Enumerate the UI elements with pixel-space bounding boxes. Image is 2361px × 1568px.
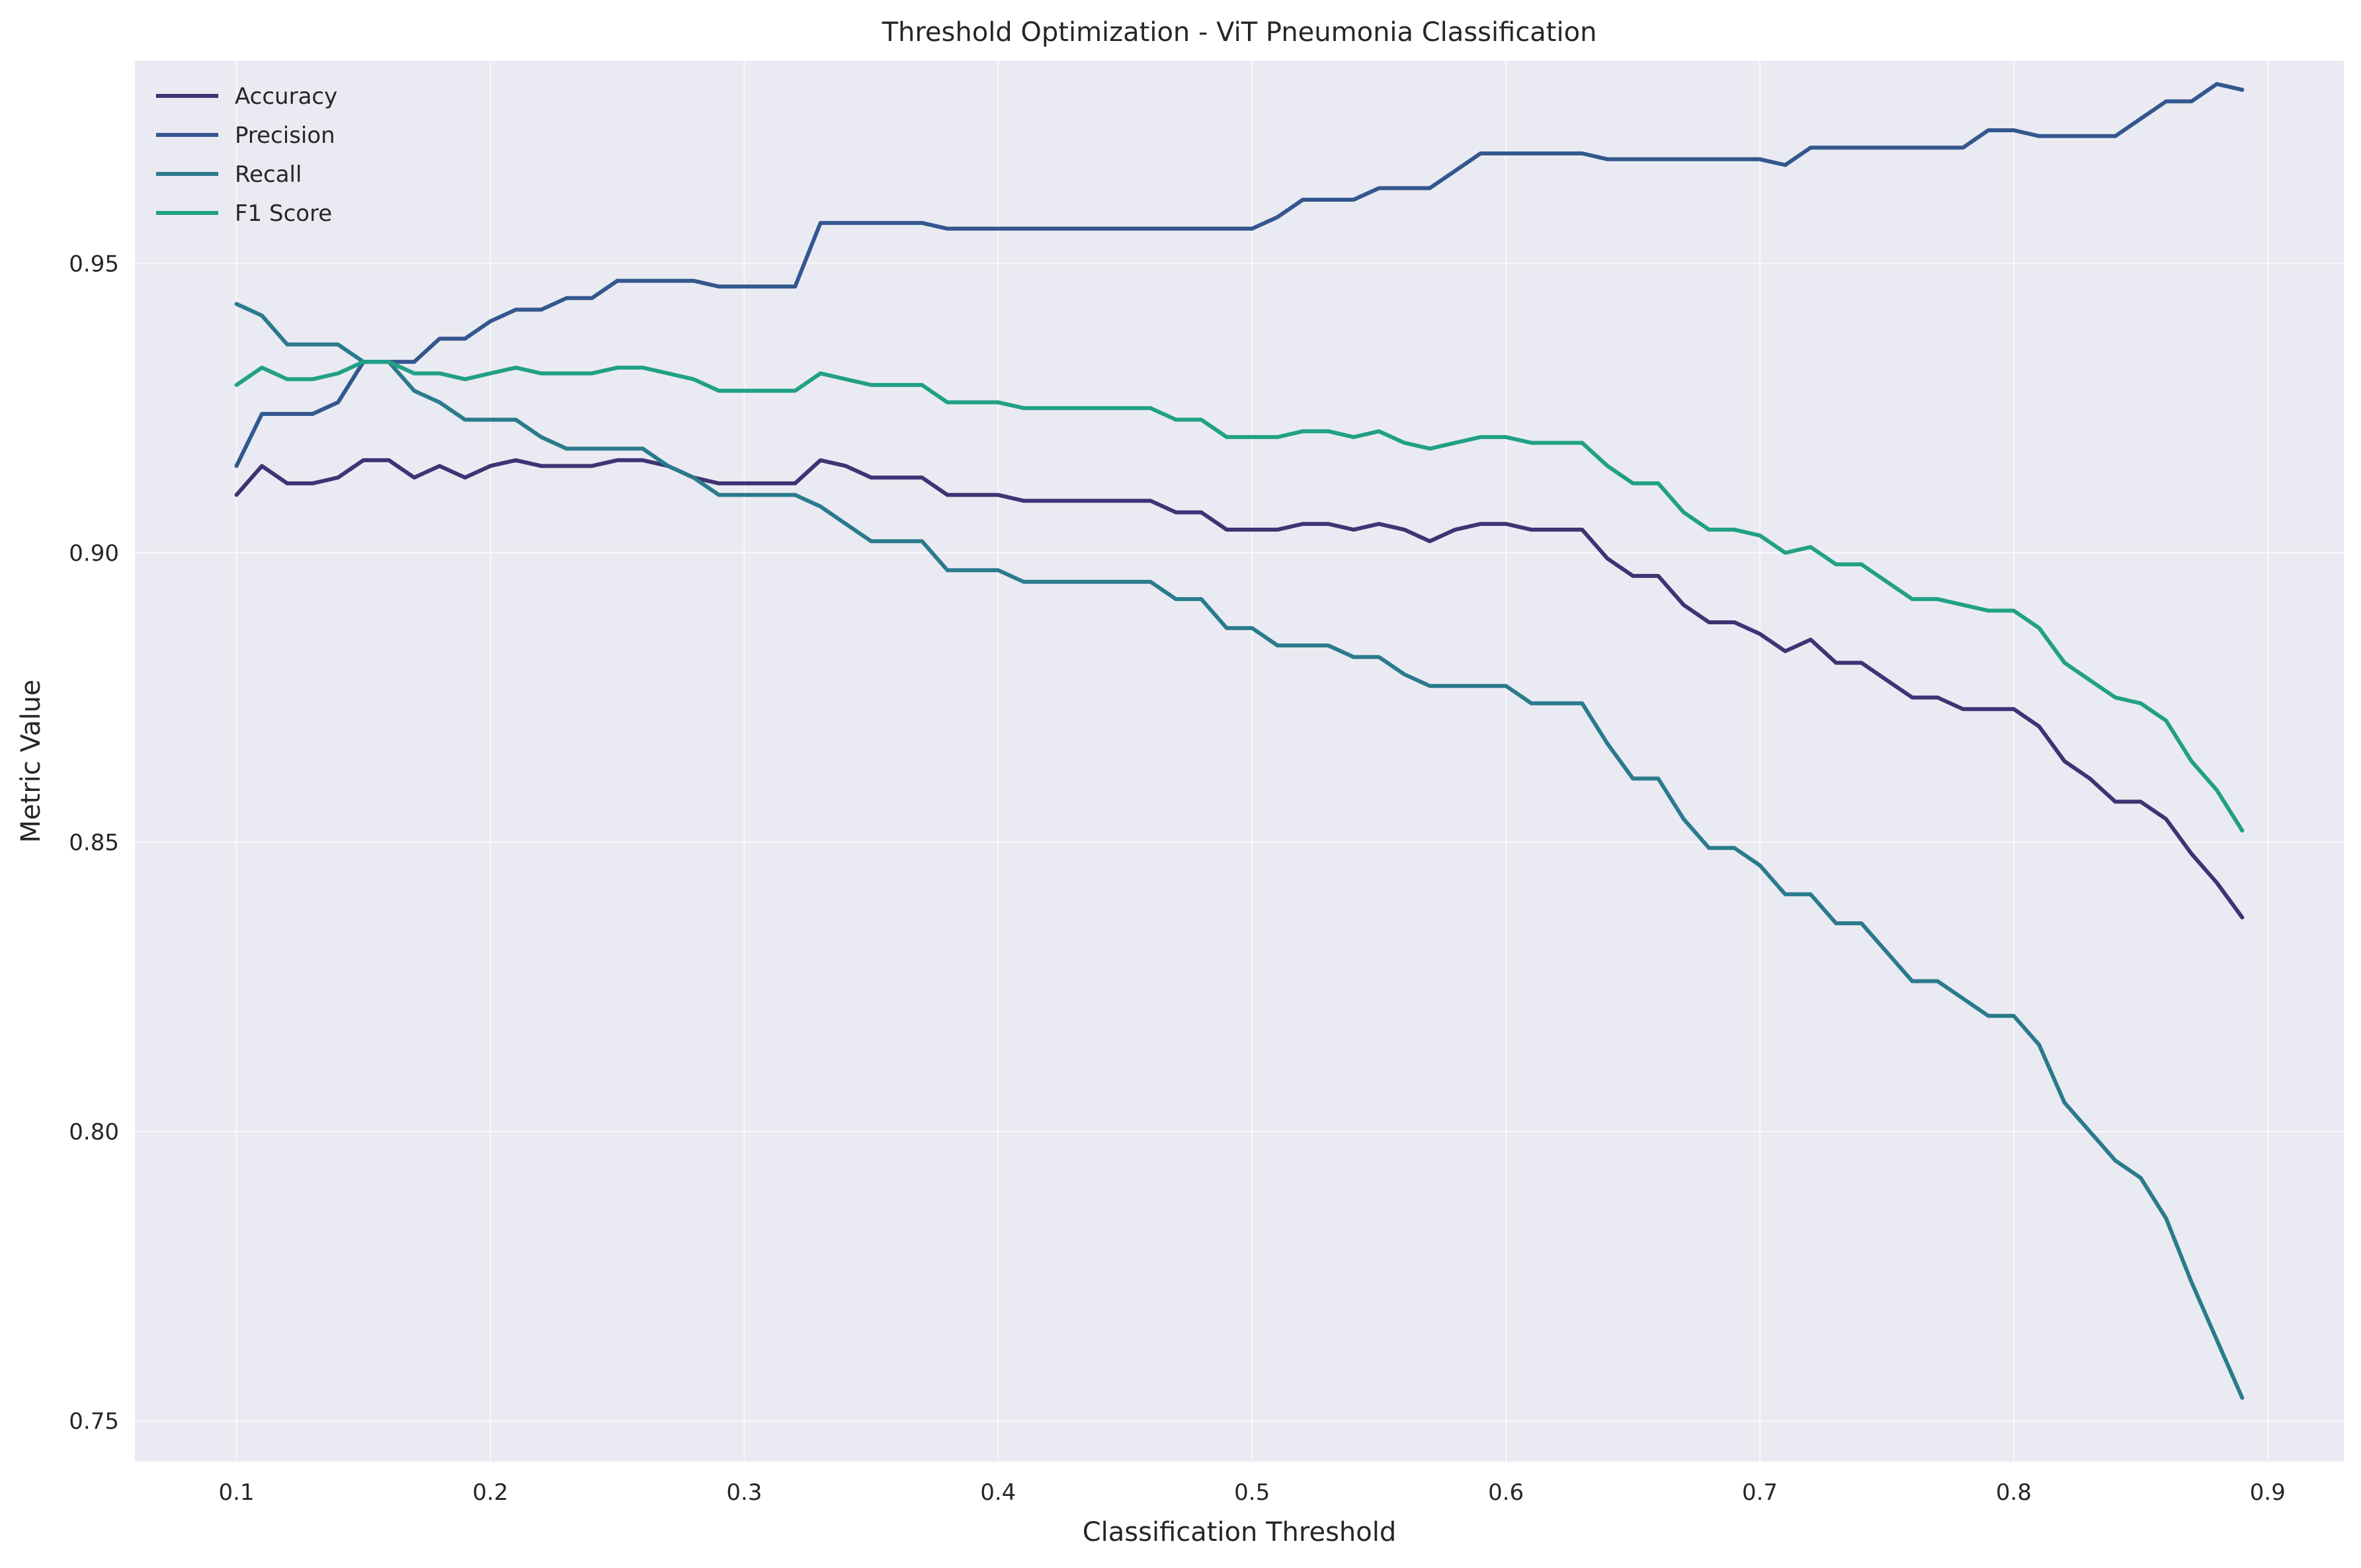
x-tick-label: 0.7: [1742, 1479, 1778, 1506]
series-line-precision: [234, 82, 2245, 468]
y-axis-ticks: 0.75 0.80 0.85 0.90 0.95: [69, 251, 119, 1434]
legend-label: Precision: [235, 122, 335, 149]
legend-label: Accuracy: [235, 83, 337, 110]
legend-item: Precision: [156, 122, 335, 149]
y-tick-label: 0.80: [69, 1119, 119, 1145]
x-tick-label: 0.5: [1234, 1479, 1270, 1506]
legend: Accuracy Precision Recall F1 Score: [156, 83, 337, 227]
x-tick-label: 0.9: [2250, 1479, 2286, 1506]
x-tick-label: 0.6: [1488, 1479, 1524, 1506]
series-line-recall: [234, 302, 2245, 1400]
series-lines: [234, 82, 2245, 1400]
y-tick-label: 0.95: [69, 251, 119, 277]
y-tick-label: 0.85: [69, 830, 119, 856]
y-tick-label: 0.90: [69, 540, 119, 567]
chart-title: Threshold Optimization - ViT Pneumonia C…: [882, 17, 1597, 48]
x-tick-label: 0.2: [472, 1479, 508, 1506]
y-tick-label: 0.75: [69, 1409, 119, 1435]
legend-item: Recall: [156, 161, 302, 188]
series-line-accuracy: [234, 458, 2245, 920]
x-tick-label: 0.4: [980, 1479, 1016, 1506]
x-axis-label: Classification Threshold: [1083, 1517, 1397, 1547]
plot-area: [135, 61, 2344, 1462]
x-tick-label: 0.8: [1996, 1479, 2032, 1506]
legend-item: Accuracy: [156, 83, 337, 110]
x-axis-ticks: 0.1 0.2 0.3 0.4 0.5 0.6 0.7 0.8 0.9: [219, 1479, 2286, 1506]
series-line-f1-score: [234, 360, 2245, 833]
x-tick-label: 0.1: [219, 1479, 255, 1506]
x-tick-label: 0.3: [726, 1479, 762, 1506]
legend-label: F1 Score: [235, 200, 332, 227]
y-axis-label: Metric Value: [16, 680, 46, 843]
grid-lines: [135, 61, 2344, 1462]
legend-label: Recall: [235, 161, 302, 188]
legend-item: F1 Score: [156, 200, 332, 227]
